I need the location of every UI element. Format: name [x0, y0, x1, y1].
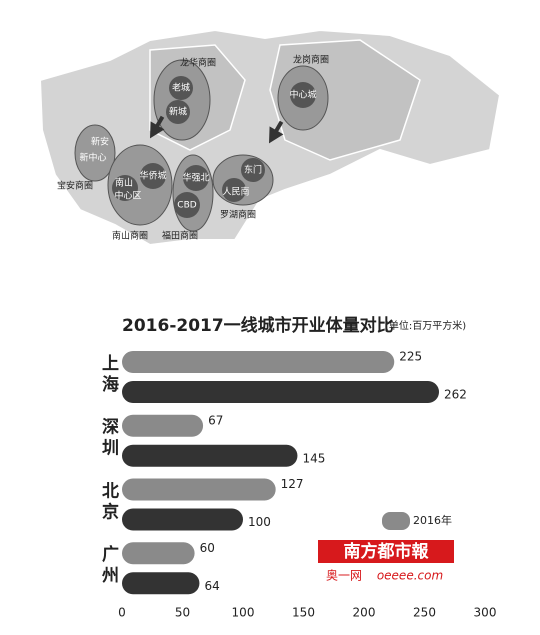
y-tick-label: 广州	[98, 544, 120, 587]
map-label: 东门	[244, 164, 262, 176]
legend-swatch	[382, 512, 410, 530]
map-label: 南山	[115, 177, 133, 189]
watermark-url: oeeee.com	[377, 569, 443, 583]
arrow	[269, 120, 284, 144]
map-dot	[174, 192, 200, 218]
map-area-label: 宝安商圈	[57, 180, 93, 192]
map-area-label: 福田商圈	[162, 230, 198, 242]
map-label: 中心区	[114, 190, 141, 202]
value-label: 225	[399, 350, 422, 364]
watermark-box	[318, 540, 454, 563]
map-label: 华强北	[182, 172, 209, 184]
map-area-label: 龙华商圈	[180, 57, 216, 69]
value-label: 127	[281, 477, 304, 491]
map-dot	[169, 76, 193, 100]
x-tick-label: 0	[118, 606, 126, 620]
map-label: 新城	[169, 106, 187, 118]
x-tick-label: 200	[353, 606, 376, 620]
bar	[122, 444, 298, 467]
map-dot	[112, 175, 138, 201]
chart-subtitle: (单位:百万平方米)	[385, 319, 466, 332]
map-label: 新中心	[79, 152, 106, 164]
map-dot	[166, 100, 190, 124]
value-label: 64	[204, 579, 219, 593]
bar	[122, 381, 440, 403]
x-tick-label: 50	[175, 606, 190, 620]
map-dot	[183, 165, 209, 191]
map-label: 人民南	[222, 186, 249, 198]
x-tick-label: 100	[232, 606, 255, 620]
map-area-label: 罗湖商圈	[220, 209, 256, 221]
value-label: 60	[200, 541, 215, 555]
map-label: 新安	[91, 136, 109, 148]
map-dot	[290, 82, 316, 108]
y-tick-label: 北京	[98, 481, 119, 523]
bar	[122, 572, 200, 595]
chart-title: 2016-2017一线城市开业体量对比	[122, 315, 394, 336]
bar	[122, 508, 243, 531]
watermark: 南方都市報 奥一网 oeeee.com	[318, 540, 454, 583]
map-label: 中心城	[289, 89, 316, 101]
y-tick-label: 上海	[98, 354, 119, 396]
map-dot	[140, 163, 166, 189]
map-dot	[241, 158, 265, 182]
map-dot	[222, 178, 246, 202]
bar	[122, 414, 204, 437]
map-label: 华侨城	[139, 170, 166, 182]
arrow	[150, 115, 165, 139]
watermark-site: 奥一网	[326, 569, 362, 583]
map-label: CBD	[177, 201, 196, 211]
y-tick-label: 深圳	[98, 417, 119, 460]
bar	[122, 478, 276, 501]
map-area-label: 龙岗商圈	[293, 54, 329, 66]
x-tick-label: 150	[292, 606, 315, 620]
map-zone	[153, 59, 211, 141]
x-tick-label: 300	[474, 606, 497, 620]
legend-label: 2016年	[413, 513, 452, 527]
map-area-label: 南山商圈	[112, 230, 148, 242]
value-label: 100	[248, 515, 271, 529]
map: 龙华商圈 老城 新城 龙岗商圈 中心城 新安 新中心 宝安商圈 南山 中心区 华…	[38, 28, 502, 247]
watermark-brand: 南方都市報	[344, 541, 430, 562]
value-label: 262	[444, 388, 467, 402]
bar	[122, 542, 195, 565]
map-label: 老城	[172, 82, 190, 94]
value-label: 145	[302, 451, 325, 465]
map-zone	[74, 124, 116, 182]
x-tick-label: 250	[413, 606, 436, 620]
value-label: 67	[208, 413, 223, 427]
bar	[122, 351, 395, 373]
